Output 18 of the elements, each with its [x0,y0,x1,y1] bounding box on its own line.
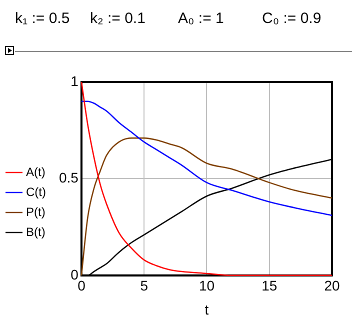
x-axis-title: t [204,301,209,318]
text: k₁ := 0.5 [15,10,70,27]
x-tick-label: 10 [198,278,215,294]
x-tick-label: 20 [324,278,340,294]
x-tick-label: 15 [262,278,278,294]
legend-label: C(t) [26,184,46,199]
y-tick-label: 1 [70,72,79,89]
x-tick-label: 5 [140,278,148,294]
line-series [80,81,333,276]
legend-label: P(t) [26,204,46,219]
legend-label: A(t) [26,164,46,179]
text: C₀ := 0.9 [262,10,322,27]
line-series [80,100,333,216]
text: A₀ := 1 [178,10,224,27]
legend-label: B(t) [26,224,46,239]
y-tick-label: 0 [70,266,79,282]
text: k₂ := 0.1 [90,10,146,27]
y-tick-label: 0.5 [58,170,79,186]
